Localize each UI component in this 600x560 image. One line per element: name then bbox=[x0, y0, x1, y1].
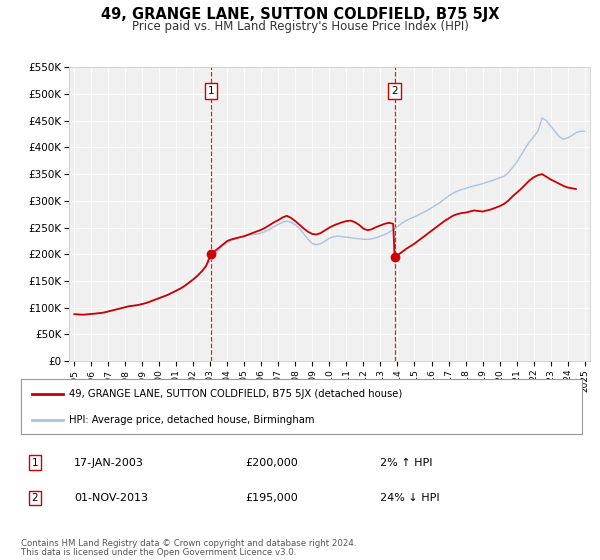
Text: Price paid vs. HM Land Registry's House Price Index (HPI): Price paid vs. HM Land Registry's House … bbox=[131, 20, 469, 32]
Text: 49, GRANGE LANE, SUTTON COLDFIELD, B75 5JX (detached house): 49, GRANGE LANE, SUTTON COLDFIELD, B75 5… bbox=[68, 389, 402, 399]
Text: 17-JAN-2003: 17-JAN-2003 bbox=[74, 458, 144, 468]
Text: 2% ↑ HPI: 2% ↑ HPI bbox=[380, 458, 433, 468]
Text: 1: 1 bbox=[32, 458, 38, 468]
Text: HPI: Average price, detached house, Birmingham: HPI: Average price, detached house, Birm… bbox=[68, 416, 314, 425]
Text: This data is licensed under the Open Government Licence v3.0.: This data is licensed under the Open Gov… bbox=[21, 548, 296, 557]
Text: 49, GRANGE LANE, SUTTON COLDFIELD, B75 5JX: 49, GRANGE LANE, SUTTON COLDFIELD, B75 5… bbox=[101, 7, 499, 22]
Text: £195,000: £195,000 bbox=[245, 493, 298, 503]
Text: 01-NOV-2013: 01-NOV-2013 bbox=[74, 493, 148, 503]
Text: 2: 2 bbox=[391, 86, 398, 96]
Text: 24% ↓ HPI: 24% ↓ HPI bbox=[380, 493, 440, 503]
Text: 2: 2 bbox=[32, 493, 38, 503]
Text: £200,000: £200,000 bbox=[245, 458, 298, 468]
Text: Contains HM Land Registry data © Crown copyright and database right 2024.: Contains HM Land Registry data © Crown c… bbox=[21, 539, 356, 548]
Text: 1: 1 bbox=[208, 86, 214, 96]
